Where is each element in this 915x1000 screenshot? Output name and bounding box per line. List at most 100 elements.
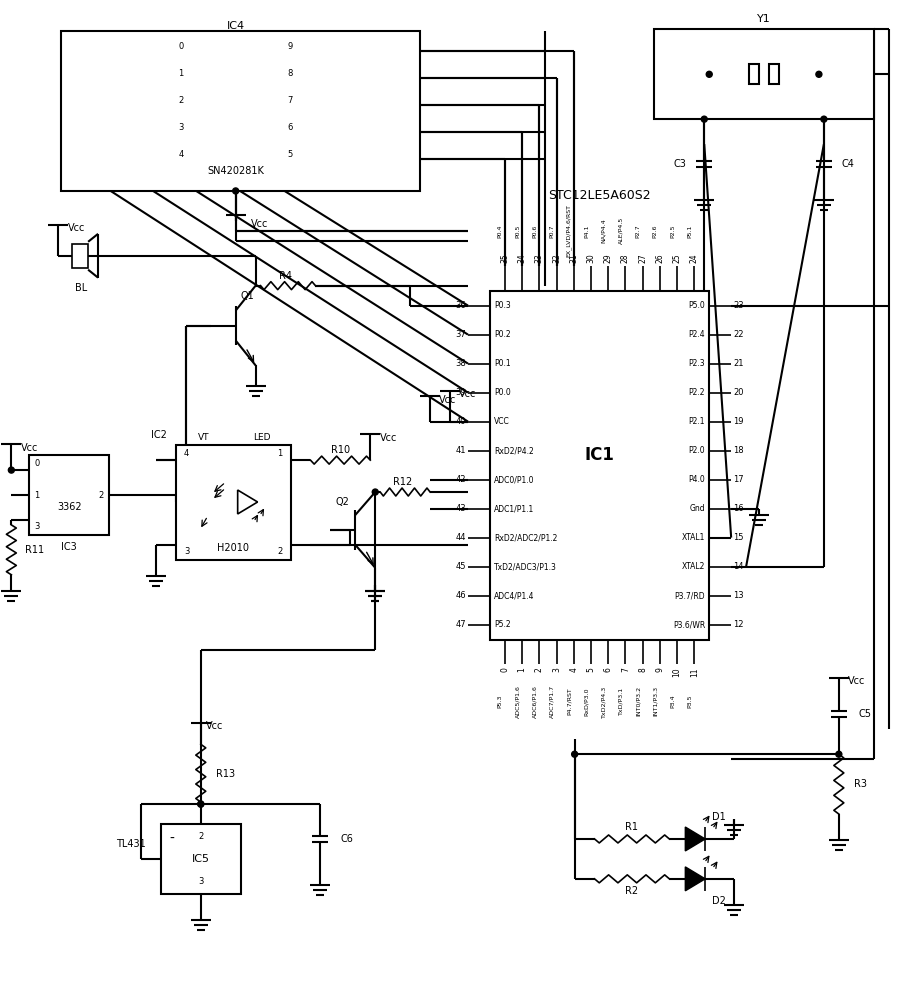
Text: 2: 2	[99, 491, 104, 500]
Text: IC3: IC3	[61, 542, 77, 552]
Circle shape	[701, 116, 707, 122]
Text: P2.2: P2.2	[689, 388, 705, 397]
Bar	[176, 445, 290, 560]
Text: 38: 38	[456, 359, 466, 368]
Text: 0: 0	[34, 459, 39, 468]
Text: 41: 41	[456, 446, 466, 455]
Text: P3.6/WR: P3.6/WR	[673, 620, 705, 629]
Text: P5.1: P5.1	[687, 224, 693, 238]
Text: Gnd: Gnd	[690, 504, 705, 513]
Text: -: -	[169, 832, 174, 846]
Text: P0.3: P0.3	[494, 301, 511, 310]
Bar	[61, 31, 420, 191]
Text: ALE/P4.5: ALE/P4.5	[619, 217, 623, 244]
Text: 12: 12	[733, 620, 744, 629]
Text: P2.7: P2.7	[636, 224, 640, 238]
Text: 43: 43	[456, 504, 466, 513]
Text: IC1: IC1	[585, 446, 615, 464]
Text: P0.7: P0.7	[550, 224, 554, 238]
Text: 4: 4	[184, 449, 189, 458]
Text: P0.5: P0.5	[515, 224, 520, 238]
Text: Q2: Q2	[336, 497, 350, 507]
Text: 2: 2	[534, 667, 544, 672]
Text: ADC4/P1.4: ADC4/P1.4	[494, 591, 534, 600]
Polygon shape	[685, 867, 705, 891]
Text: LED: LED	[253, 433, 270, 442]
Text: 45: 45	[456, 562, 466, 571]
Text: VCC: VCC	[494, 417, 510, 426]
Text: ADC7/P1.7: ADC7/P1.7	[550, 685, 554, 718]
Text: 37: 37	[456, 330, 466, 339]
Text: R1: R1	[625, 822, 638, 832]
Text: XTAL2: XTAL2	[682, 562, 705, 571]
Text: 29: 29	[604, 253, 613, 263]
Text: R10: R10	[331, 445, 350, 455]
Text: 6: 6	[604, 667, 613, 672]
Text: 31: 31	[569, 253, 578, 263]
Text: 23: 23	[733, 301, 744, 310]
Text: 24: 24	[690, 253, 699, 263]
Text: Vcc: Vcc	[251, 219, 268, 229]
Text: 0: 0	[501, 667, 510, 672]
Text: Vcc: Vcc	[206, 721, 223, 731]
Text: P3.5: P3.5	[687, 695, 693, 708]
Text: P4.7/RST: P4.7/RST	[566, 688, 572, 715]
Text: Vcc: Vcc	[439, 395, 457, 405]
Text: C3: C3	[673, 159, 686, 169]
Text: 20: 20	[733, 388, 744, 397]
Text: Vcc: Vcc	[848, 676, 866, 686]
Text: P2.5: P2.5	[670, 224, 675, 238]
Text: P5.3: P5.3	[498, 695, 503, 708]
Text: TxD2/ADC3/P1.3: TxD2/ADC3/P1.3	[494, 562, 556, 571]
Text: C4: C4	[842, 159, 855, 169]
Text: 1: 1	[277, 449, 283, 458]
Text: IC2: IC2	[151, 430, 167, 440]
Bar	[194, 66, 230, 116]
Text: 46: 46	[456, 591, 466, 600]
Text: R4: R4	[279, 271, 292, 281]
Text: STC12LE5A60S2: STC12LE5A60S2	[548, 189, 651, 202]
Polygon shape	[685, 827, 705, 851]
Text: 39: 39	[456, 388, 466, 397]
Text: P2.0: P2.0	[689, 446, 705, 455]
Text: IC4: IC4	[227, 21, 244, 31]
Text: 25: 25	[673, 253, 682, 263]
Text: RxD/P3.0: RxD/P3.0	[584, 687, 589, 716]
Text: P4.0: P4.0	[688, 475, 705, 484]
Text: C6: C6	[340, 834, 353, 844]
Text: ADC6/P1.6: ADC6/P1.6	[533, 685, 537, 718]
Circle shape	[198, 801, 204, 807]
Text: R12: R12	[393, 477, 412, 487]
Text: 22: 22	[733, 330, 744, 339]
Text: 1: 1	[34, 491, 39, 500]
Text: 2: 2	[199, 832, 203, 841]
Text: 11: 11	[690, 667, 699, 677]
Bar	[490, 291, 709, 640]
Circle shape	[821, 116, 827, 122]
Bar	[186, 36, 285, 186]
Text: BL: BL	[75, 283, 87, 293]
Text: D2: D2	[712, 896, 727, 906]
Text: 6: 6	[287, 123, 293, 132]
Text: INT1/P3.3: INT1/P3.3	[652, 686, 658, 716]
Text: 3: 3	[184, 547, 189, 556]
Bar	[749, 64, 759, 84]
Text: 26: 26	[655, 253, 664, 263]
Text: H2010: H2010	[217, 543, 249, 553]
Text: 27: 27	[638, 253, 647, 263]
Text: 8: 8	[638, 667, 647, 672]
Text: RxD2/ADC2/P1.2: RxD2/ADC2/P1.2	[494, 533, 557, 542]
Text: 3362: 3362	[57, 502, 81, 512]
Bar	[654, 29, 874, 119]
Text: 47: 47	[456, 620, 466, 629]
Text: R3: R3	[854, 779, 867, 789]
Bar	[72, 244, 88, 268]
Text: 42: 42	[456, 475, 466, 484]
Text: IC5: IC5	[192, 854, 210, 864]
Text: 21: 21	[733, 359, 744, 368]
Bar	[161, 824, 241, 894]
Text: 1: 1	[178, 69, 184, 78]
Text: TL431: TL431	[116, 839, 145, 849]
Text: Y1: Y1	[758, 14, 771, 24]
Text: P5.0: P5.0	[688, 301, 705, 310]
